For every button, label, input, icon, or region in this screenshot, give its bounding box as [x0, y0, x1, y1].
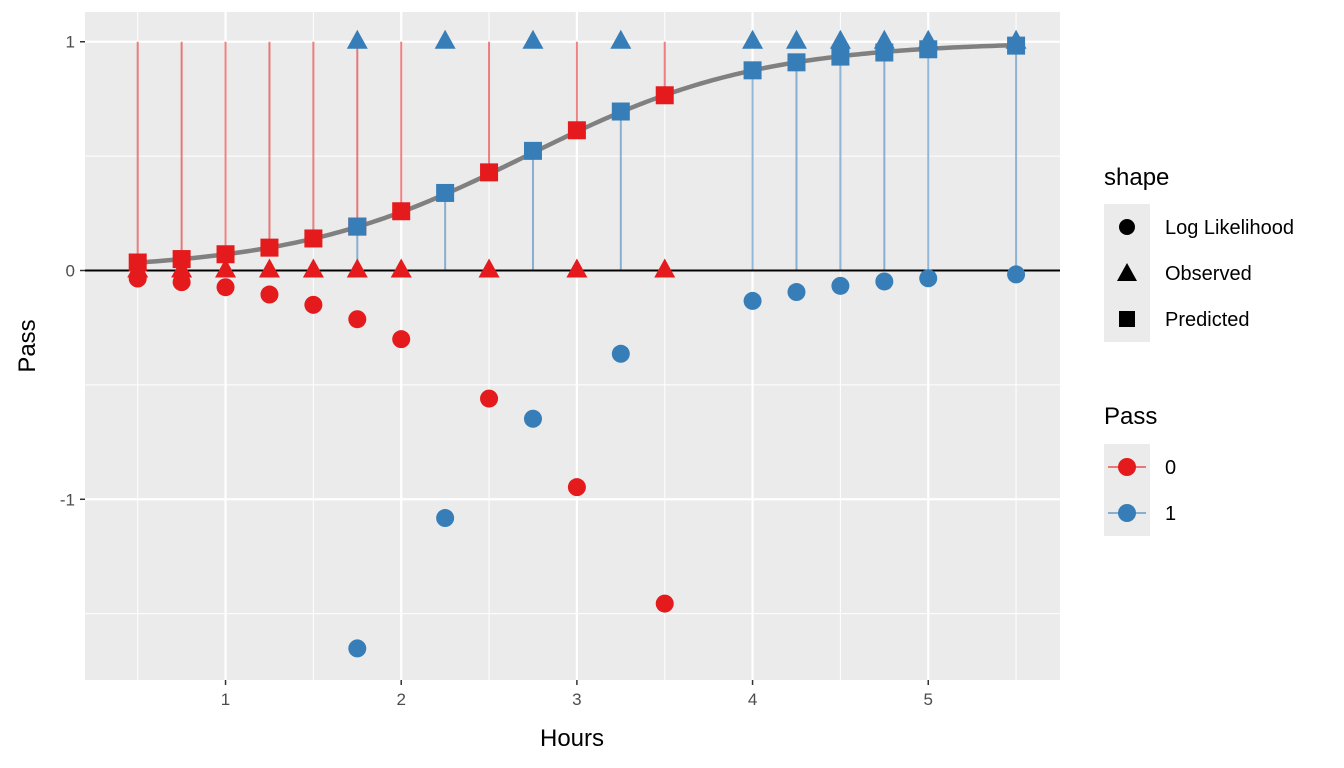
predicted-point — [128, 253, 147, 272]
log-likelihood-point — [348, 639, 367, 658]
x-axis-title: Hours — [540, 725, 604, 752]
predicted-point — [480, 163, 499, 182]
log-likelihood-point — [919, 269, 938, 288]
predicted-point — [787, 53, 806, 72]
y-tick-label: 0 — [66, 262, 75, 281]
log-likelihood-point — [392, 330, 411, 349]
observed-point — [566, 258, 588, 278]
plot-panel — [85, 12, 1060, 680]
legend-label-pass-0: 0 — [1165, 457, 1176, 479]
predicted-point — [348, 217, 367, 236]
log-likelihood-point — [787, 283, 806, 302]
log-likelihood-point — [172, 273, 191, 292]
legend-label-observed: Observed — [1165, 263, 1252, 285]
predicted-point — [743, 61, 762, 80]
log-likelihood-point — [567, 478, 586, 497]
y-tick-label: 1 — [66, 33, 75, 52]
predicted-point — [655, 86, 674, 105]
data-points — [127, 29, 1027, 658]
legend-label-log-likelihood: Log Likelihood — [1165, 217, 1294, 239]
observed-point — [522, 29, 544, 49]
predicted-point — [1007, 36, 1026, 55]
observed-point — [785, 29, 807, 49]
observed-point — [829, 29, 851, 49]
observed-point — [434, 29, 456, 49]
log-likelihood-point — [480, 389, 499, 408]
legend-circle-symbol — [1119, 219, 1135, 235]
x-tick-label: 3 — [572, 690, 581, 709]
predicted-point — [304, 229, 323, 248]
y-axis-title: Pass — [14, 319, 41, 372]
legend-pass: Pass 0 1 — [1104, 403, 1176, 536]
x-tick-label: 1 — [221, 690, 230, 709]
predicted-point — [260, 238, 279, 257]
observed-point — [390, 258, 412, 278]
observed-point — [346, 258, 368, 278]
legend-shape: shape Log Likelihood Observed Predicted — [1104, 164, 1294, 342]
predicted-point — [875, 43, 894, 62]
y-tick-label: -1 — [60, 490, 75, 509]
legend-triangle-symbol — [1117, 263, 1137, 281]
predicted-point — [919, 40, 938, 59]
observed-point — [215, 258, 237, 278]
log-likelihood-point — [611, 344, 630, 363]
log-likelihood-point — [655, 594, 674, 613]
observed-point — [478, 258, 500, 278]
predicted-point — [172, 250, 191, 269]
log-likelihood-point — [348, 310, 367, 329]
log-likelihood-point — [1007, 265, 1026, 284]
observed-point — [742, 29, 764, 49]
x-tick-label: 5 — [924, 690, 933, 709]
legend-square-symbol — [1119, 311, 1135, 327]
predicted-point — [436, 183, 455, 202]
residual-segments — [136, 41, 1018, 271]
observed-point — [258, 258, 280, 278]
legend-label-pass-1: 1 — [1165, 503, 1176, 525]
log-likelihood-point — [216, 278, 235, 297]
legend-shape-title: shape — [1104, 164, 1169, 191]
predicted-point — [216, 245, 235, 264]
predicted-point — [392, 202, 411, 221]
log-likelihood-point — [743, 291, 762, 310]
log-likelihood-point — [436, 509, 455, 528]
observed-point — [346, 29, 368, 49]
log-likelihood-point — [831, 276, 850, 295]
x-tick-label: 4 — [748, 690, 757, 709]
log-likelihood-point — [523, 409, 542, 428]
predicted-point — [523, 141, 542, 160]
log-likelihood-point — [260, 285, 279, 304]
log-likelihood-point — [875, 272, 894, 291]
legend-point-pass-1 — [1118, 504, 1136, 522]
log-likelihood-point — [304, 295, 323, 314]
predicted-point — [831, 47, 850, 66]
predicted-point — [611, 102, 630, 121]
axes: 1 2 3 4 5 -1 0 1 — [60, 33, 933, 709]
observed-point — [610, 29, 632, 49]
legend-point-pass-0 — [1118, 458, 1136, 476]
legend-pass-title: Pass — [1104, 403, 1157, 430]
x-tick-label: 2 — [396, 690, 405, 709]
observed-point — [302, 258, 324, 278]
legend-label-predicted: Predicted — [1165, 309, 1250, 331]
predicted-point — [567, 121, 586, 140]
observed-point — [654, 258, 676, 278]
